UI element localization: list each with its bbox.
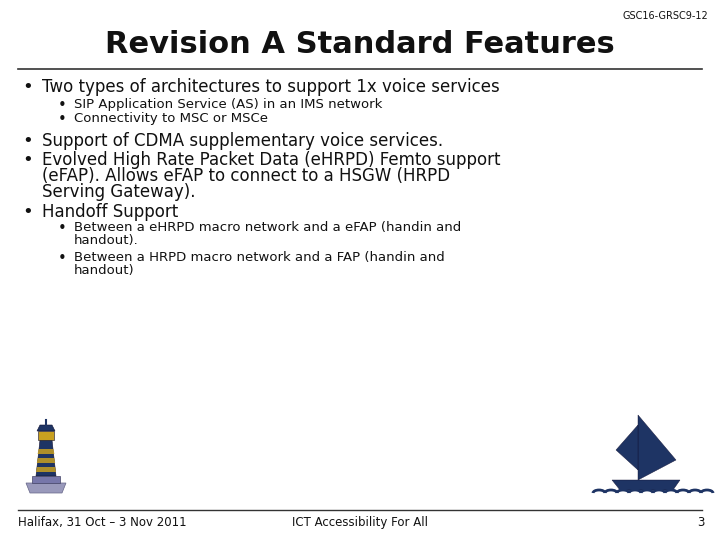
Text: Evolved High Rate Packet Data (eHRPD) Femto support: Evolved High Rate Packet Data (eHRPD) Fe…	[42, 151, 500, 169]
Text: •: •	[58, 251, 66, 266]
Polygon shape	[37, 458, 55, 463]
Text: Handoff Support: Handoff Support	[42, 203, 179, 221]
Text: Revision A Standard Features: Revision A Standard Features	[105, 30, 615, 59]
Text: SIP Application Service (AS) in an IMS network: SIP Application Service (AS) in an IMS n…	[74, 98, 382, 111]
Text: •: •	[58, 98, 66, 113]
Text: Two types of architectures to support 1x voice services: Two types of architectures to support 1x…	[42, 78, 500, 96]
Text: Serving Gateway).: Serving Gateway).	[42, 183, 196, 201]
Text: •: •	[58, 221, 66, 236]
Polygon shape	[37, 425, 55, 431]
Polygon shape	[26, 483, 66, 493]
Text: Between a HRPD macro network and a FAP (handin and: Between a HRPD macro network and a FAP (…	[74, 251, 445, 264]
Bar	[32, 476, 60, 483]
Text: •: •	[22, 78, 33, 96]
Text: Support of CDMA supplementary voice services.: Support of CDMA supplementary voice serv…	[42, 132, 443, 150]
Text: •: •	[22, 132, 33, 150]
Bar	[38, 431, 54, 440]
Polygon shape	[616, 425, 638, 470]
Text: GSC16-GRSC9-12: GSC16-GRSC9-12	[622, 11, 708, 21]
Text: (eFAP). Allows eFAP to connect to a HSGW (HRPD: (eFAP). Allows eFAP to connect to a HSGW…	[42, 167, 450, 185]
Text: Between a eHRPD macro network and a eFAP (handin and: Between a eHRPD macro network and a eFAP…	[74, 221, 462, 234]
Text: Connectivity to MSC or MSCe: Connectivity to MSC or MSCe	[74, 112, 268, 125]
Polygon shape	[36, 467, 56, 472]
Polygon shape	[612, 480, 680, 490]
Polygon shape	[638, 415, 676, 480]
Text: •: •	[22, 151, 33, 169]
Text: 3: 3	[698, 516, 705, 529]
Text: handout).: handout).	[74, 234, 139, 247]
Text: ICT Accessibility For All: ICT Accessibility For All	[292, 516, 428, 529]
Text: handout): handout)	[74, 264, 135, 277]
Text: Halifax, 31 Oct – 3 Nov 2011: Halifax, 31 Oct – 3 Nov 2011	[18, 516, 186, 529]
Polygon shape	[36, 440, 56, 476]
Polygon shape	[37, 449, 55, 454]
Text: •: •	[22, 203, 33, 221]
Text: •: •	[58, 112, 66, 127]
